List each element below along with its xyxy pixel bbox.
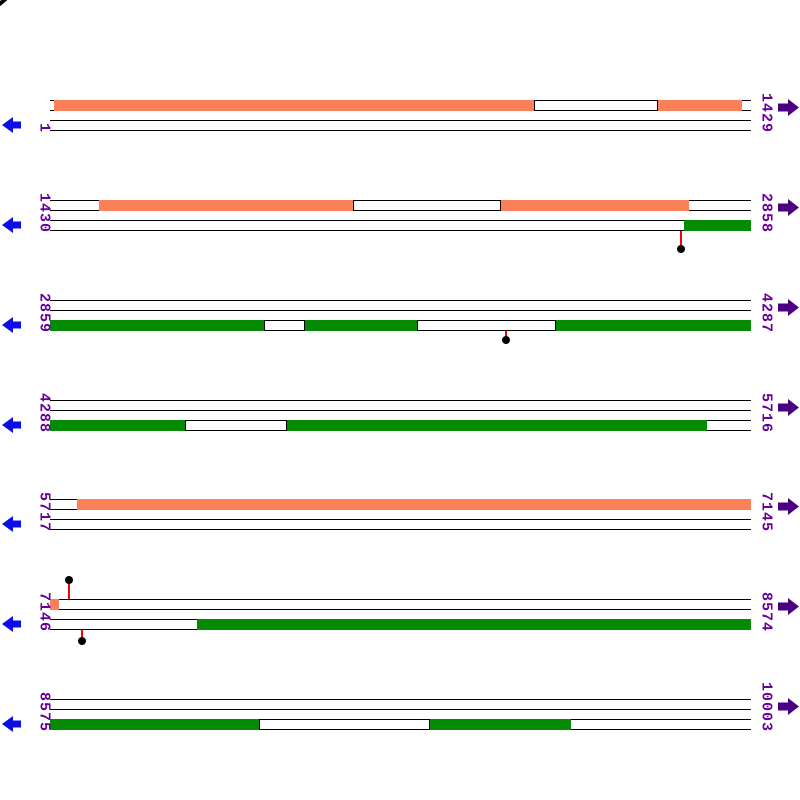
feature-marker-tick	[68, 580, 70, 599]
row-end-position-label: 10003	[757, 681, 775, 732]
reverse-strand-bar	[50, 719, 259, 730]
reverse-strand-bar	[556, 320, 751, 331]
forward-strand-right-arrow-icon	[778, 399, 799, 416]
row-start-position-label: 1	[35, 122, 53, 133]
reverse-strand-left-arrow-icon	[2, 716, 21, 732]
row-end-position-label: 2858	[757, 192, 775, 233]
feature-gap-edge	[429, 719, 430, 730]
corner-glyph-fragment	[0, 0, 8, 7]
forward-strand-bar	[54, 100, 534, 111]
forward-strand-bar	[501, 200, 689, 211]
feature-marker-dot	[502, 336, 510, 344]
row-start-position-label: 5717	[35, 491, 53, 532]
feature-gap-edge	[304, 320, 305, 331]
reverse-strand-left-arrow-icon	[2, 317, 21, 333]
row-end-position-label: 1429	[757, 92, 775, 133]
reverse-strand-left-arrow-icon	[2, 516, 21, 532]
frame-line	[50, 599, 751, 600]
forward-strand-right-arrow-icon	[778, 99, 799, 116]
feature-gap-edge	[264, 320, 265, 331]
reverse-strand-bar	[430, 719, 571, 730]
row-start-position-label: 1430	[35, 192, 53, 233]
row-start-position-label: 7146	[35, 591, 53, 632]
feature-gap-edge	[657, 100, 658, 111]
frame-line	[50, 609, 751, 610]
feature-marker-dot	[65, 576, 73, 584]
reverse-strand-bar	[684, 220, 751, 231]
reverse-strand-left-arrow-icon	[2, 217, 21, 233]
frame-line	[50, 719, 751, 720]
feature-marker-dot	[78, 637, 86, 645]
frame-line	[50, 410, 751, 411]
forward-strand-right-arrow-icon	[778, 598, 799, 615]
feature-marker-tick	[505, 331, 507, 340]
frame-line	[50, 699, 751, 700]
forward-strand-bar	[99, 200, 353, 211]
forward-strand-bar	[50, 599, 59, 610]
reverse-strand-bar	[197, 619, 751, 630]
feature-gap-edge	[417, 320, 418, 331]
row-end-position-label: 5716	[757, 392, 775, 433]
feature-marker-tick	[81, 630, 83, 641]
frame-line	[50, 310, 751, 311]
frame-line	[50, 200, 751, 201]
frame-line	[50, 729, 751, 730]
forward-strand-bar	[77, 499, 751, 510]
frame-line	[50, 120, 751, 121]
feature-gap-edge	[353, 200, 354, 211]
frame-line	[50, 210, 751, 211]
feature-gap-edge	[185, 420, 186, 431]
frame-line	[50, 230, 751, 231]
reverse-strand-bar	[305, 320, 417, 331]
row-end-position-label: 4287	[757, 292, 775, 333]
feature-gap-edge	[259, 719, 260, 730]
forward-strand-right-arrow-icon	[778, 498, 799, 515]
row-start-position-label: 8575	[35, 691, 53, 732]
frame-line	[50, 709, 751, 710]
frame-line	[50, 300, 751, 301]
reverse-strand-left-arrow-icon	[2, 117, 21, 133]
frame-line	[50, 220, 751, 221]
feature-gap-edge	[286, 420, 287, 431]
reverse-strand-left-arrow-icon	[2, 616, 21, 632]
forward-strand-right-arrow-icon	[778, 199, 799, 216]
feature-gap-edge	[555, 320, 556, 331]
frame-line	[50, 519, 751, 520]
reverse-strand-left-arrow-icon	[2, 417, 21, 433]
frame-line	[50, 400, 751, 401]
row-start-position-label: 4288	[35, 392, 53, 433]
forward-strand-right-arrow-icon	[778, 299, 799, 316]
row-end-position-label: 7145	[757, 491, 775, 532]
feature-marker-tick	[680, 231, 682, 249]
feature-gap-edge	[500, 200, 501, 211]
row-end-position-label: 8574	[757, 591, 775, 632]
reverse-strand-bar	[50, 420, 185, 431]
reverse-strand-bar	[287, 420, 707, 431]
frame-line	[50, 130, 751, 131]
frame-line	[50, 529, 751, 530]
reverse-strand-bar	[50, 320, 264, 331]
feature-gap-edge	[534, 100, 535, 111]
forward-strand-right-arrow-icon	[778, 698, 799, 715]
forward-strand-bar	[658, 100, 742, 111]
feature-marker-dot	[677, 245, 685, 253]
row-start-position-label: 2859	[35, 292, 53, 333]
